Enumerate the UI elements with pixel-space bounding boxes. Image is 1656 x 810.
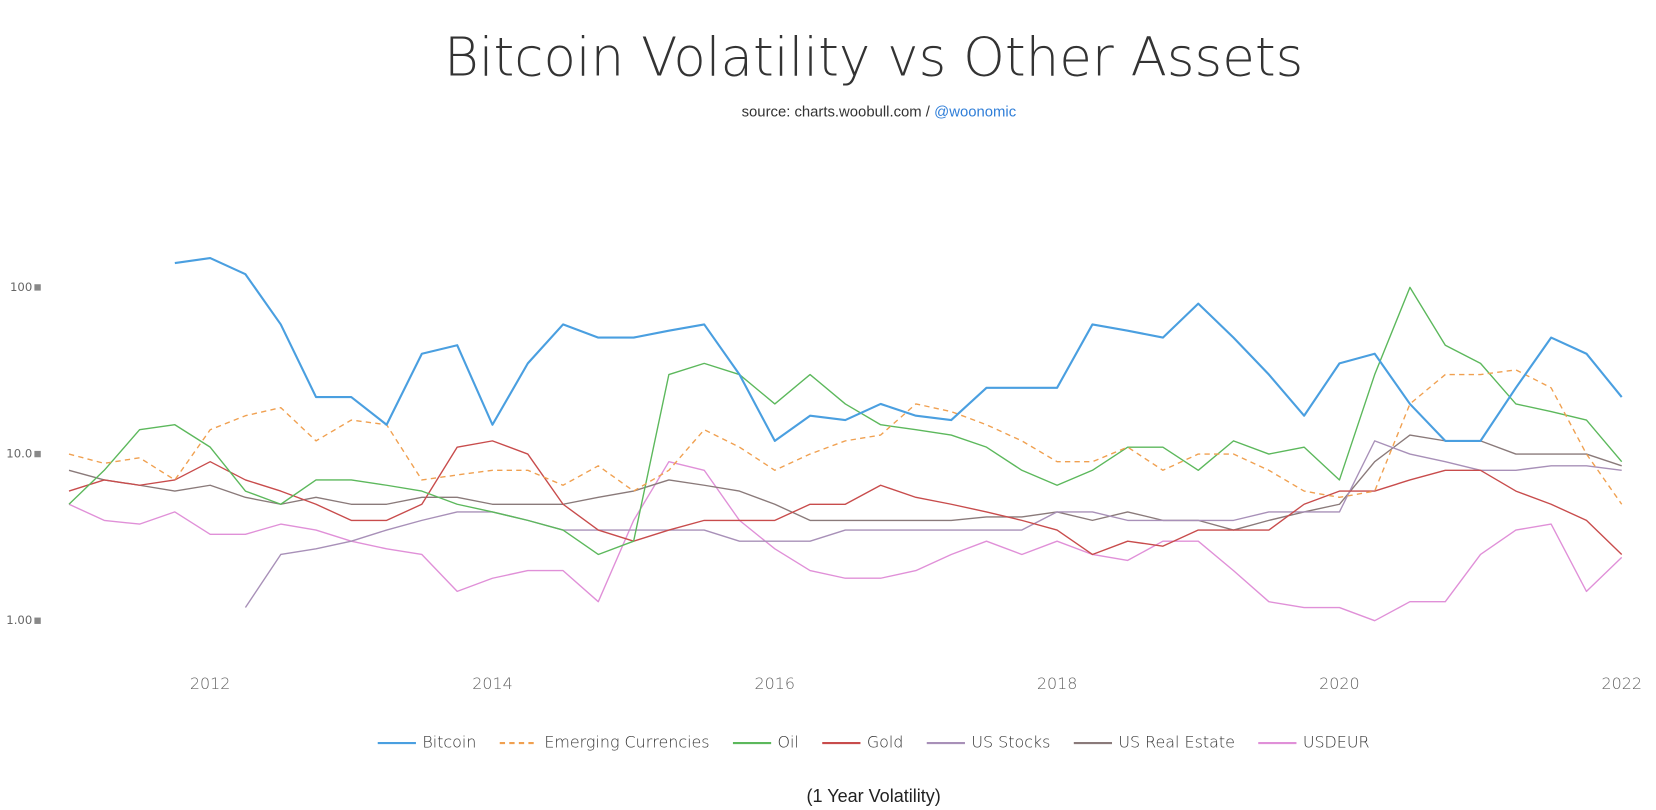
chart-title: Bitcoin Volatility vs Other Assets xyxy=(444,26,1303,88)
legend-label: Emerging Currencies xyxy=(544,733,709,752)
legend-label: US Real Estate xyxy=(1118,733,1234,752)
series-line xyxy=(68,369,1623,505)
y-tick-label: 10.0 xyxy=(6,447,32,461)
x-tick-label: 2014 xyxy=(472,674,512,693)
series-line xyxy=(244,440,1622,608)
legend-label: US Stocks xyxy=(971,733,1050,752)
x-tick-label: 2022 xyxy=(1601,674,1641,693)
y-tick-label: 1.00 xyxy=(6,613,32,627)
subtitle-link[interactable]: @woonomic xyxy=(934,104,1017,120)
y-tick-mark xyxy=(34,450,41,458)
legend-label: Oil xyxy=(778,733,799,752)
x-tick-label: 2016 xyxy=(755,674,795,693)
series-line xyxy=(174,257,1623,442)
y-tick-mark xyxy=(34,284,41,291)
x-tick-label: 2012 xyxy=(190,674,230,693)
legend-label: Bitcoin xyxy=(422,733,476,752)
y-tick-label: 100 xyxy=(10,280,32,294)
y-tick-mark xyxy=(34,617,41,624)
x-tick-label: 2018 xyxy=(1037,674,1077,693)
series-line xyxy=(68,460,1623,622)
series-line xyxy=(68,434,1622,531)
legend-label: Gold xyxy=(867,733,904,752)
series-line xyxy=(68,440,1623,556)
footer-label: (1 Year Volatility) xyxy=(806,786,940,806)
x-tick-label: 2020 xyxy=(1319,674,1359,693)
series-line xyxy=(68,286,1623,556)
legend-label: USDEUR xyxy=(1303,733,1370,752)
chart-subtitle: source: charts.woobull.com / xyxy=(742,104,931,120)
